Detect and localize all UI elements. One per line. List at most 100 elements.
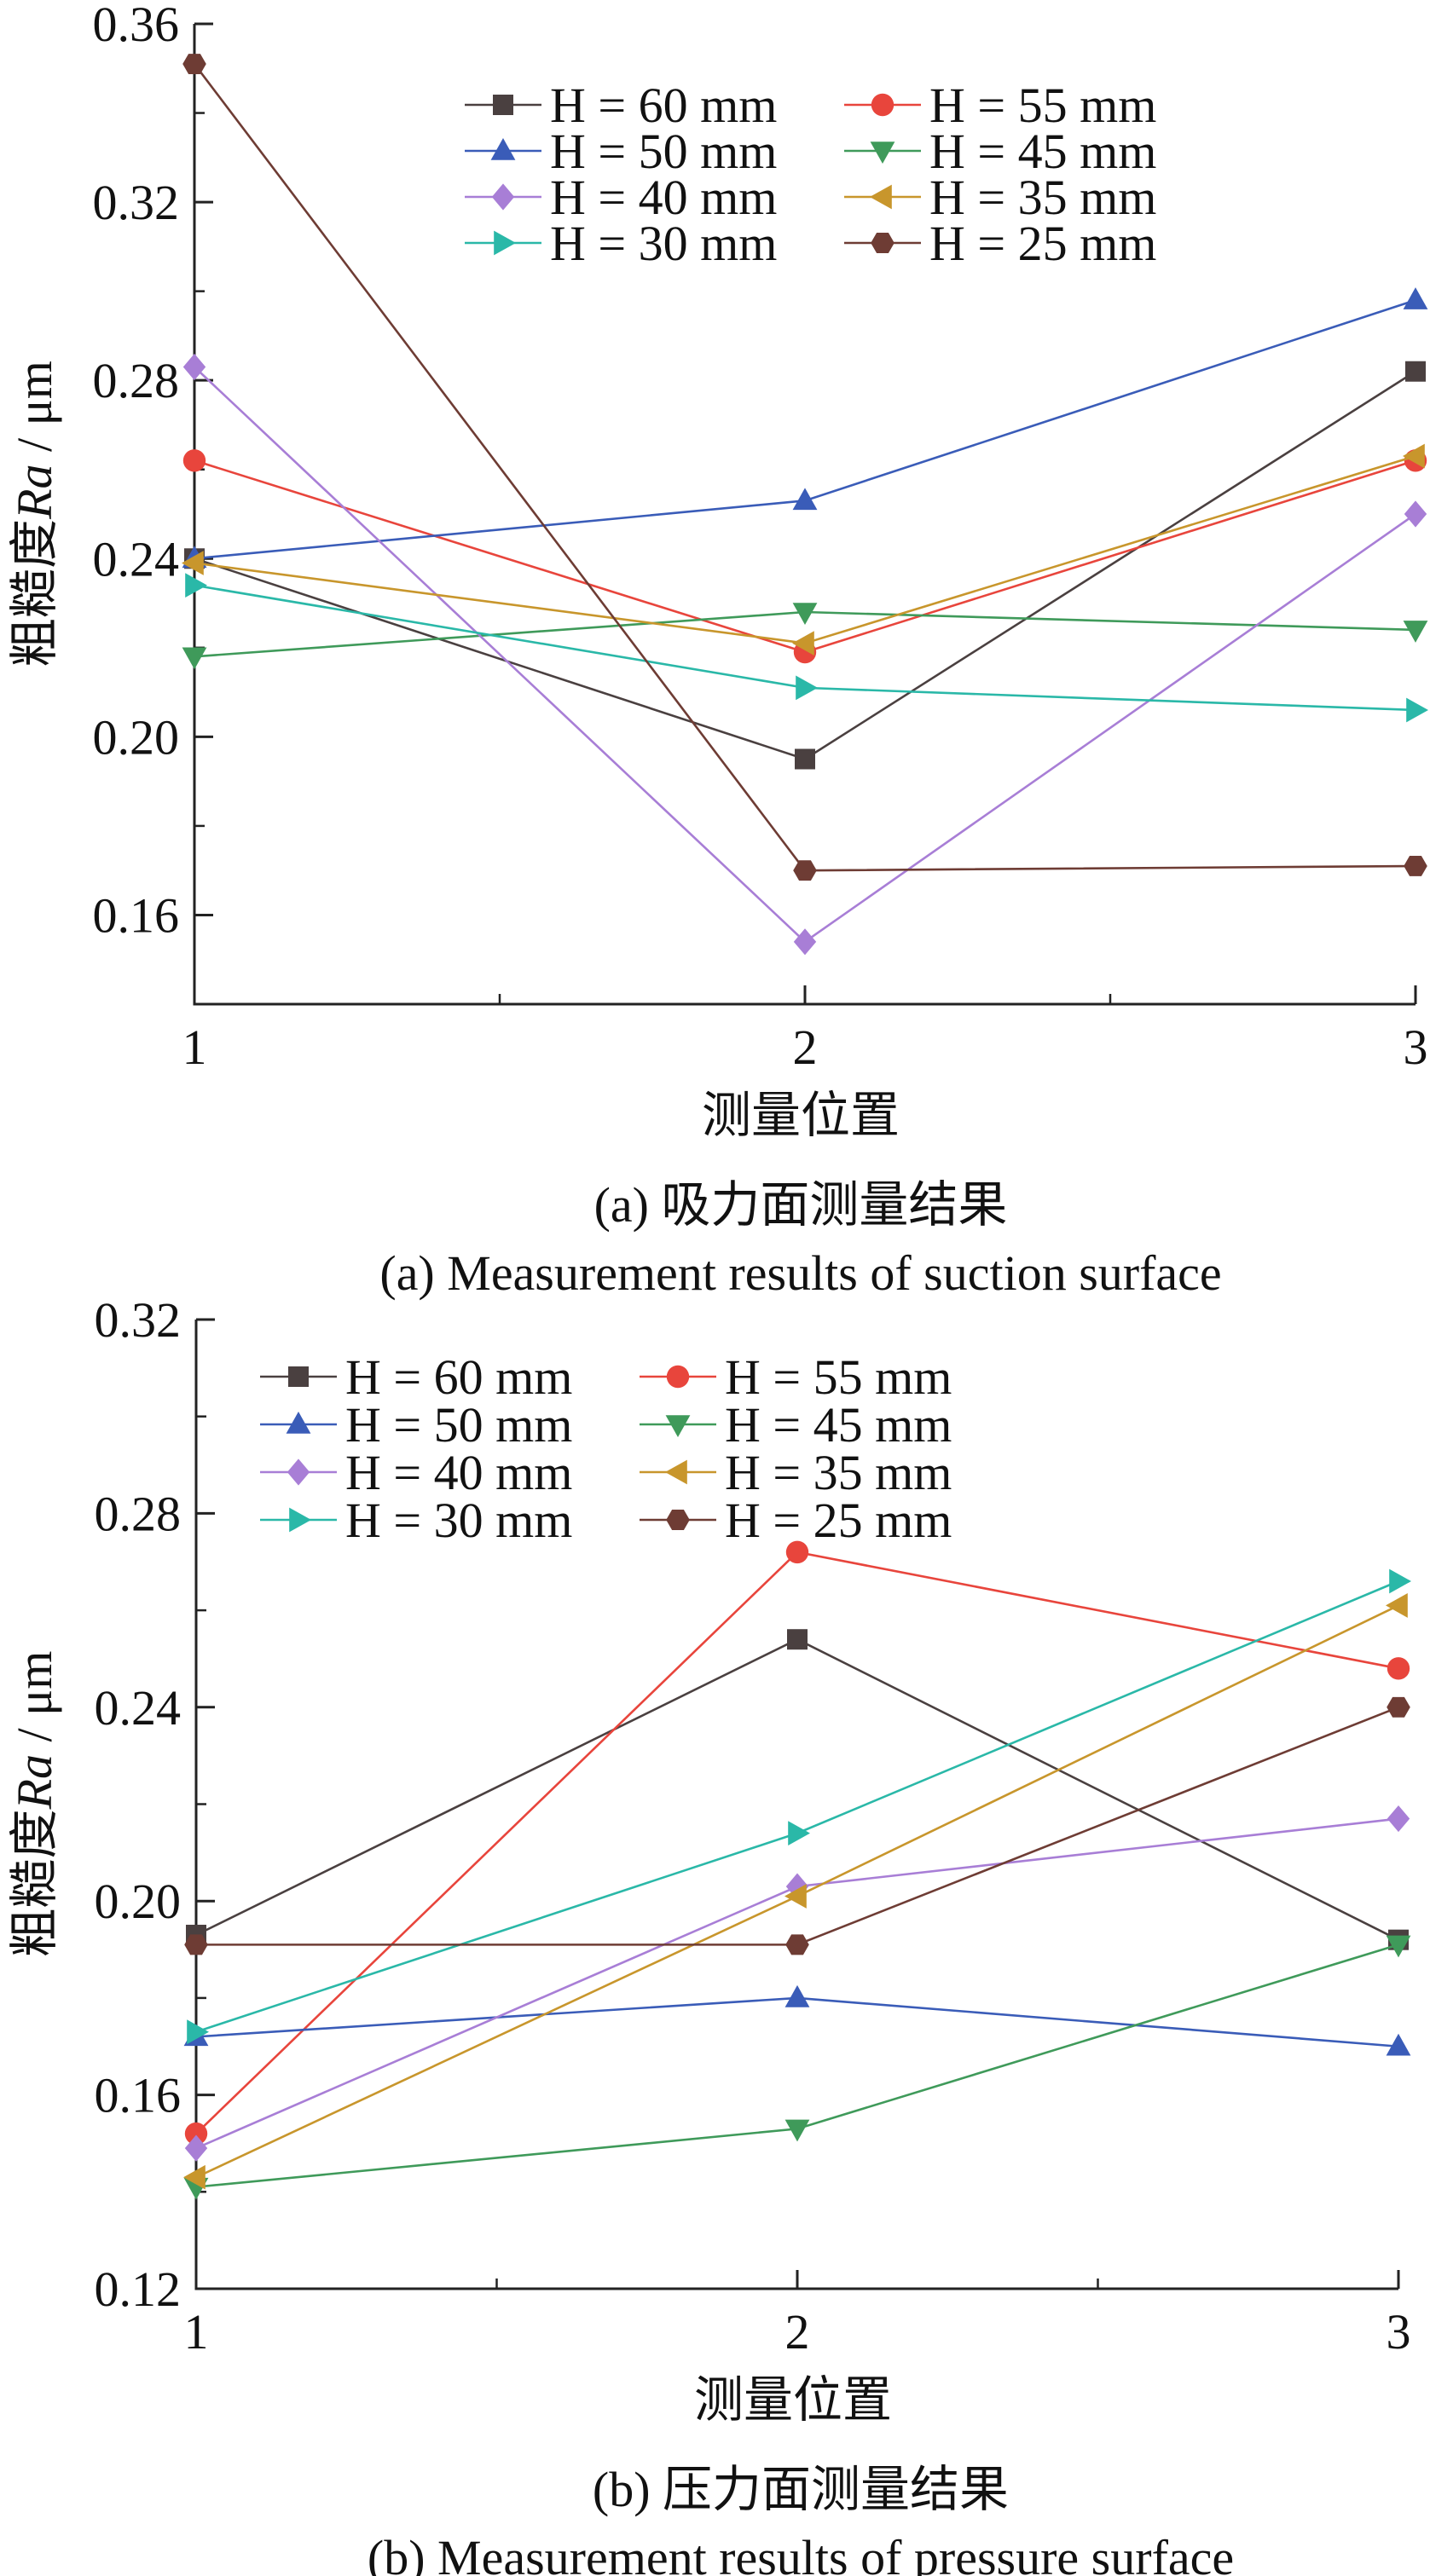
legend-label: H = 60 mm — [345, 1349, 572, 1405]
data-point — [792, 603, 818, 625]
legend-label: H = 35 mm — [929, 170, 1156, 225]
series-h-25-mm — [182, 54, 1427, 881]
y-tick-label: 0.28 — [93, 353, 180, 408]
legend-marker — [666, 1365, 690, 1389]
legend-marker — [665, 1415, 691, 1437]
data-point — [187, 2019, 209, 2045]
legend-item: H = 60 mm — [465, 78, 777, 133]
y-tick-label: 0.16 — [93, 887, 180, 943]
data-point — [185, 573, 207, 598]
data-point — [788, 1821, 810, 1846]
legend-marker — [493, 95, 513, 115]
series-line — [194, 298, 1416, 560]
series-h-35-mm — [182, 443, 1425, 656]
data-point — [1386, 1593, 1408, 1618]
legend-label: H = 40 mm — [550, 170, 777, 225]
data-point — [1389, 1568, 1411, 1594]
legend-marker — [494, 230, 516, 256]
series-h-55-mm — [182, 449, 1427, 664]
series-h-50-mm — [183, 1984, 1411, 2056]
y-axis-label-variable: Ra — [7, 1754, 62, 1810]
caption-cn: (a) 吸力面测量结果 — [594, 1177, 1008, 1233]
legend-item: H = 50 mm — [465, 124, 777, 179]
legend-item: H = 60 mm — [260, 1349, 572, 1405]
legend: H = 60 mm H = 55 mmH = 50 mm H = 45 mmH = … — [465, 78, 1156, 271]
legend-item: H = 55 mm — [844, 78, 1156, 133]
legend-item: H = 35 mm — [844, 170, 1156, 225]
series-h-40-mm — [182, 353, 1427, 956]
panel-a-suction-surface: 0.16 0.20 0.24 0.28 0.32 0.36 1 2 3 测量位置 粗糙度Ra / μ… — [7, 0, 1428, 1301]
series-h-30-mm — [187, 1568, 1411, 2045]
legend-label: H = 40 mm — [345, 1445, 572, 1500]
legend-item: H = 40 mm — [260, 1445, 572, 1500]
y-tick-label: 0.36 — [93, 0, 180, 52]
legend-label: H = 60 mm — [550, 78, 777, 133]
data-point — [1386, 2033, 1411, 2056]
data-point — [182, 353, 206, 381]
data-point — [182, 54, 206, 74]
legend-label: H = 35 mm — [725, 1445, 952, 1500]
series-line — [195, 1944, 1399, 2188]
axes-frame — [193, 24, 1416, 1006]
y-tick-label: 0.16 — [95, 2068, 182, 2123]
y-tick-label: 0.20 — [95, 1874, 182, 1929]
legend-label: H = 30 mm — [550, 216, 777, 271]
series-h-55-mm — [184, 1540, 1410, 2146]
data-point — [1404, 856, 1427, 876]
data-point — [1404, 500, 1427, 528]
legend-item: H = 30 mm — [260, 1493, 572, 1548]
data-point — [182, 449, 206, 472]
y-tick-label: 0.32 — [93, 175, 180, 230]
data-point — [1387, 1696, 1410, 1718]
data-point — [793, 928, 817, 956]
data-point — [784, 1984, 810, 2007]
legend-marker — [490, 138, 516, 160]
legend-item: H = 45 mm — [844, 124, 1156, 179]
legend-marker — [665, 1459, 687, 1485]
legend-item: H = 45 mm — [640, 1397, 952, 1453]
x-tick-label: 1 — [182, 1019, 207, 1075]
legend-label: H = 25 mm — [725, 1493, 952, 1548]
data-point — [795, 748, 815, 770]
data-point — [787, 1629, 808, 1650]
x-tick-label: 1 — [184, 2304, 209, 2359]
y-tick-label: 0.12 — [95, 2261, 182, 2317]
y-axis-label-text: 粗糙度 — [7, 519, 62, 667]
y-axis-label-unit: / μm — [7, 361, 62, 464]
data-point — [785, 1934, 809, 1955]
series-line — [196, 1706, 1399, 1946]
legend-item: H = 25 mm — [844, 216, 1156, 271]
legend-label: H = 55 mm — [929, 78, 1156, 133]
data-point — [182, 551, 204, 575]
legend-label: H = 45 mm — [929, 124, 1156, 179]
legend-item: H = 55 mm — [640, 1349, 952, 1405]
data-point — [792, 488, 818, 511]
data-point — [184, 1934, 208, 1955]
caption-en: (b) Measurement results of pressure surf… — [368, 2530, 1234, 2576]
legend-label: H = 50 mm — [550, 124, 777, 179]
legend-item: H = 35 mm — [640, 1445, 952, 1500]
series-h-50-mm — [182, 287, 1428, 569]
data-point — [184, 2122, 208, 2146]
data-point — [1406, 697, 1428, 723]
data-point — [785, 1540, 809, 1564]
legend-marker — [870, 142, 895, 164]
data-point — [1386, 1935, 1411, 1958]
legend-marker — [286, 1412, 311, 1434]
panel-b-pressure-surface: 0.12 0.16 0.20 0.24 0.28 0.32 1 2 3 测量位置 粗糙度Ra / μ… — [7, 1292, 1411, 2576]
data-point — [793, 860, 817, 881]
y-tick-label: 0.32 — [95, 1292, 182, 1348]
y-axis-label-text: 粗糙度 — [7, 1809, 62, 1957]
caption-cn: (b) 压力面测量结果 — [593, 2462, 1009, 2517]
legend-marker — [871, 233, 894, 253]
legend-item: H = 25 mm — [640, 1493, 952, 1548]
series-line — [195, 1817, 1399, 2150]
legend: H = 60 mm H = 55 mmH = 50 mm H = 45 mmH = … — [260, 1349, 952, 1548]
y-axis-label-variable: Ra — [7, 464, 62, 519]
legend-item: H = 40 mm — [465, 170, 777, 225]
y-tick-label: 0.24 — [93, 531, 180, 586]
series-h-40-mm — [184, 1805, 1410, 2162]
x-axis-label: 测量位置 — [694, 2372, 892, 2428]
y-axis-label: 粗糙度Ra / μm — [7, 1651, 62, 1958]
